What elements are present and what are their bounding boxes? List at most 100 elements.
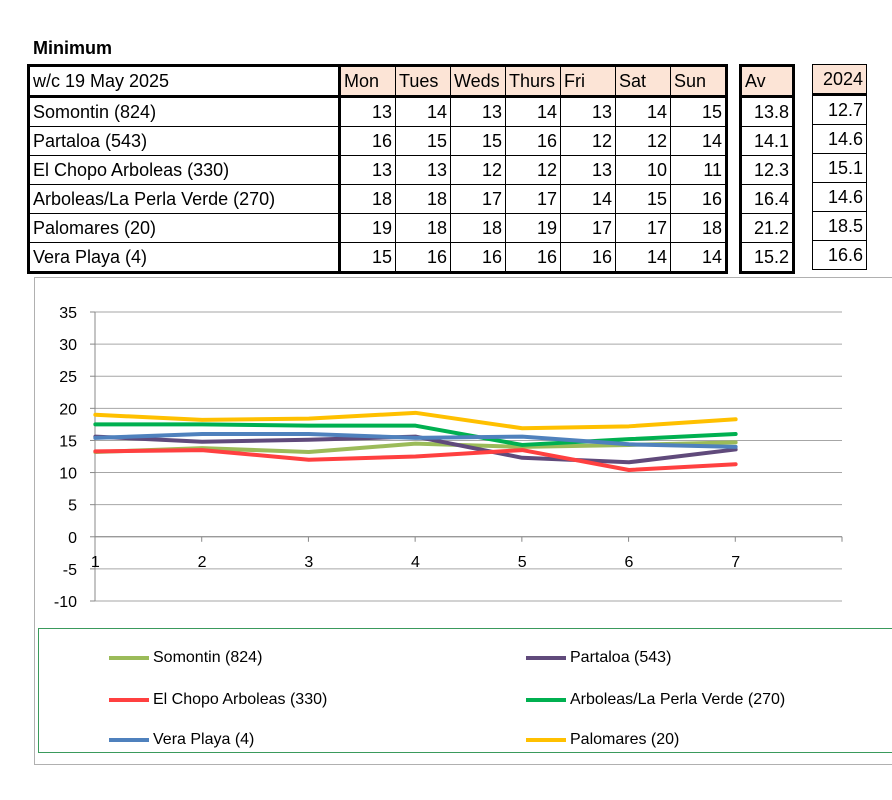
temperature-cell: 13 bbox=[339, 155, 396, 185]
table-row: Partaloa (543) 16 15 15 16 12 12 14 bbox=[28, 126, 727, 156]
table-row: Somontin (824) 13 14 13 14 13 14 15 bbox=[28, 96, 727, 127]
y-tick-label: -10 bbox=[54, 594, 77, 611]
temperature-cell: 15 bbox=[670, 96, 727, 127]
av-header-row: Av bbox=[740, 65, 794, 98]
day-header: Sat bbox=[615, 65, 671, 98]
legend-item: Somontin (824) bbox=[109, 649, 262, 667]
year-2024-cell: 15.1 bbox=[812, 153, 867, 183]
av-row: 15.2 bbox=[740, 242, 794, 273]
temperature-cell: 12 bbox=[505, 155, 561, 185]
year-2024-table: 2024 12.7 14.6 15.1 14.6 18.5 16.6 bbox=[812, 64, 867, 270]
y-tick-label: 10 bbox=[59, 466, 77, 483]
series-line bbox=[93, 410, 738, 431]
legend-label: Somontin (824) bbox=[153, 649, 263, 666]
x-tick-label: 4 bbox=[411, 554, 420, 571]
temperature-cell: 14 bbox=[670, 242, 727, 273]
chart-legend: Somontin (824) Partaloa (543) El Chopo Arb… bbox=[38, 628, 892, 753]
year-2024-cell: 14.6 bbox=[812, 124, 867, 154]
year-row: 16.6 bbox=[812, 240, 867, 270]
x-tick-label: 7 bbox=[731, 554, 740, 571]
day-header: Tues bbox=[395, 65, 451, 98]
temperature-cell: 14 bbox=[615, 242, 671, 273]
station-name: Palomares (20) bbox=[28, 213, 341, 243]
temperature-cell: 14 bbox=[670, 126, 727, 156]
temperature-cell: 11 bbox=[670, 155, 727, 185]
temperature-cell: 16 bbox=[670, 184, 727, 214]
y-tick-label: 5 bbox=[68, 498, 77, 515]
x-tick-label: 2 bbox=[198, 554, 207, 571]
temperature-cell: 15 bbox=[615, 184, 671, 214]
year-header: 2024 bbox=[812, 64, 867, 96]
minimum-temperature-table: w/c 19 May 2025 Mon Tues Weds Thurs Fri … bbox=[27, 64, 728, 274]
day-header: Sun bbox=[670, 65, 727, 98]
year-2024-cell: 16.6 bbox=[812, 240, 867, 270]
y-tick-label: 30 bbox=[59, 337, 77, 354]
legend-item: Palomares (20) bbox=[526, 731, 679, 749]
series-line bbox=[93, 432, 738, 449]
temperature-cell: 16 bbox=[505, 242, 561, 273]
series-line bbox=[93, 448, 738, 472]
av-row: 13.8 bbox=[740, 96, 794, 127]
average-cell: 12.3 bbox=[740, 155, 794, 185]
average-cell: 14.1 bbox=[740, 126, 794, 156]
y-tick-label: 35 bbox=[59, 305, 77, 322]
temperature-cell: 18 bbox=[670, 213, 727, 243]
temperature-cell: 17 bbox=[560, 213, 616, 243]
year-2024-cell: 18.5 bbox=[812, 211, 867, 241]
day-header: Thurs bbox=[505, 65, 561, 98]
legend-swatch bbox=[526, 656, 566, 660]
temperature-cell: 14 bbox=[505, 96, 561, 127]
average-cell: 15.2 bbox=[740, 242, 794, 273]
legend-swatch bbox=[109, 738, 149, 742]
station-name: El Chopo Arboleas (330) bbox=[28, 155, 341, 185]
x-tick-label: 1 bbox=[91, 554, 100, 571]
temperature-cell: 12 bbox=[560, 126, 616, 156]
table-row: El Chopo Arboleas (330) 13 13 12 12 13 10 11 bbox=[28, 155, 727, 185]
legend-swatch bbox=[109, 698, 149, 702]
year-2024-cell: 14.6 bbox=[812, 182, 867, 212]
temperature-cell: 16 bbox=[395, 242, 451, 273]
temperature-cell: 15 bbox=[339, 242, 396, 273]
av-header: Av bbox=[740, 65, 794, 98]
av-row: 14.1 bbox=[740, 126, 794, 156]
legend-label: Vera Playa (4) bbox=[153, 731, 255, 748]
station-name: Vera Playa (4) bbox=[28, 242, 341, 273]
temperature-cell: 13 bbox=[450, 96, 506, 127]
temperature-cell: 16 bbox=[560, 242, 616, 273]
station-name: Somontin (824) bbox=[28, 96, 341, 127]
year-row: 14.6 bbox=[812, 124, 867, 154]
year-row: 18.5 bbox=[812, 211, 867, 241]
x-tick-label: 5 bbox=[518, 554, 527, 571]
temperature-cell: 18 bbox=[395, 184, 451, 214]
year-row: 15.1 bbox=[812, 153, 867, 183]
temperature-cell: 14 bbox=[395, 96, 451, 127]
table-header-row: w/c 19 May 2025 Mon Tues Weds Thurs Fri … bbox=[28, 65, 727, 98]
y-tick-label: 0 bbox=[68, 530, 77, 547]
legend-item: Arboleas/La Perla Verde (270) bbox=[526, 691, 785, 709]
y-tick-label: 20 bbox=[59, 401, 77, 418]
average-cell: 13.8 bbox=[740, 96, 794, 127]
legend-label: El Chopo Arboleas (330) bbox=[153, 691, 328, 708]
chart-area bbox=[34, 277, 892, 765]
temperature-cell: 17 bbox=[615, 213, 671, 243]
year-header-row: 2024 bbox=[812, 64, 867, 96]
temperature-cell: 12 bbox=[615, 126, 671, 156]
legend-item: Vera Playa (4) bbox=[109, 731, 254, 749]
y-tick-label: 25 bbox=[59, 369, 77, 386]
legend-label: Palomares (20) bbox=[570, 731, 680, 748]
average-table: Av 13.8 14.1 12.3 16.4 21.2 15.2 bbox=[739, 64, 795, 274]
temperature-cell: 18 bbox=[450, 213, 506, 243]
table-row: Vera Playa (4) 15 16 16 16 16 14 14 bbox=[28, 242, 727, 273]
temperature-cell: 18 bbox=[339, 184, 396, 214]
av-row: 12.3 bbox=[740, 155, 794, 185]
table-row: Palomares (20) 19 18 18 19 17 17 18 bbox=[28, 213, 727, 243]
station-name: Partaloa (543) bbox=[28, 126, 341, 156]
series-line bbox=[93, 422, 738, 447]
page-title: Minimum bbox=[33, 38, 112, 58]
legend-label: Partaloa (543) bbox=[570, 649, 672, 666]
legend-item: El Chopo Arboleas (330) bbox=[109, 691, 327, 709]
week-label: w/c 19 May 2025 bbox=[28, 65, 341, 98]
y-tick-label: -5 bbox=[63, 562, 77, 579]
year-row: 14.6 bbox=[812, 182, 867, 212]
x-tick-label: 3 bbox=[304, 554, 313, 571]
